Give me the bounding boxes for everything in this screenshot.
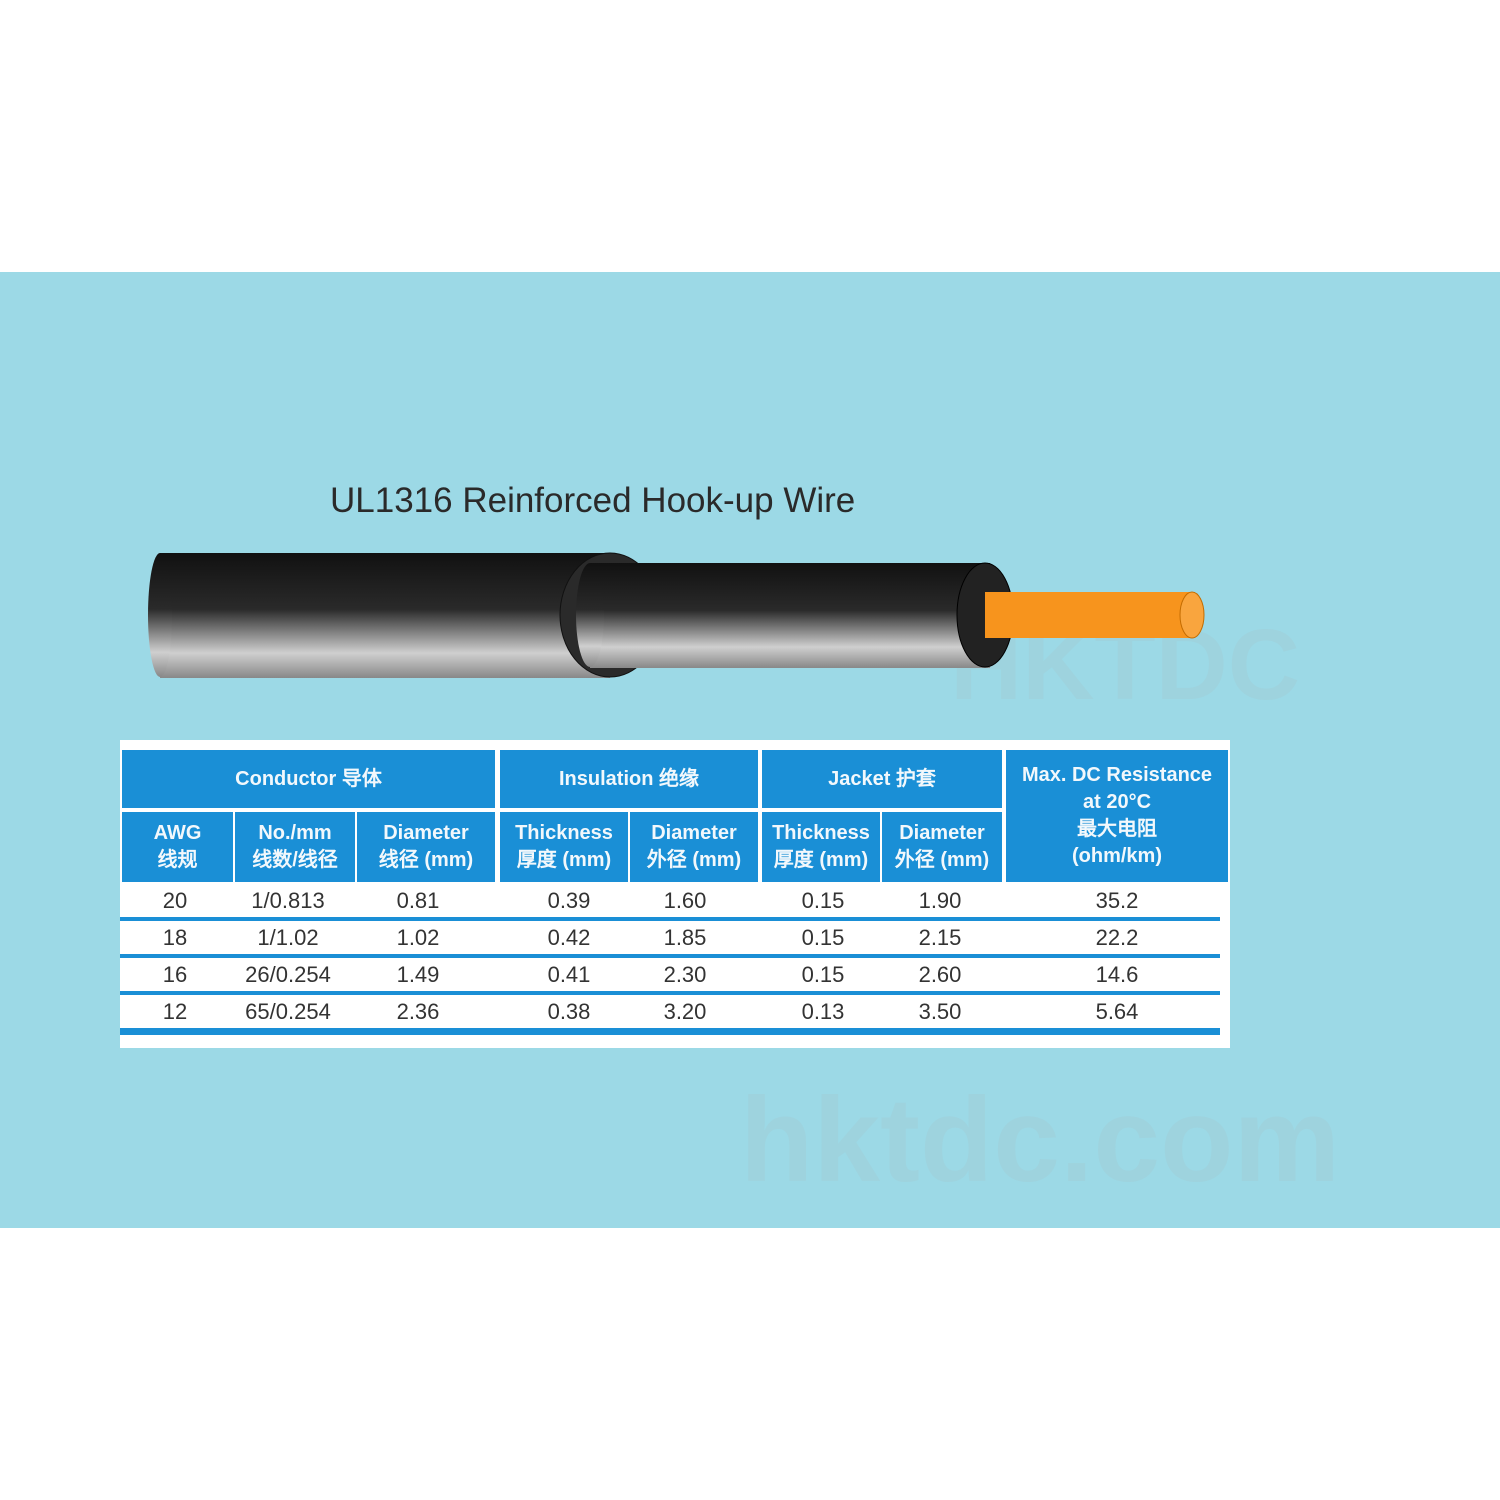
row-divider — [120, 1028, 1220, 1035]
table-cell: 0.15 — [801, 925, 845, 950]
col-header-line: 厚度 (mm) — [773, 849, 869, 871]
table-cell: 5.64 — [1095, 999, 1139, 1024]
table-cell: 18 — [162, 925, 188, 950]
col-header-line: 外径 (mm) — [646, 849, 742, 871]
conductor-core — [985, 591, 1205, 639]
table-cell: 0.38 — [547, 999, 591, 1024]
row-divider — [120, 954, 1220, 958]
col-header-line: Diameter — [383, 822, 469, 844]
col-header-line: Thickness — [772, 822, 870, 844]
col-header-strands: No./mm 线数/线径 — [235, 812, 355, 882]
col-header-line: No./mm — [258, 822, 332, 844]
col-header-line: Thickness — [515, 822, 613, 844]
col-header-line: 线径 (mm) — [378, 849, 474, 871]
col-header-line: 线规 — [157, 849, 198, 871]
table-cell: 0.13 — [801, 999, 845, 1024]
col-header-line: AWG — [153, 822, 202, 844]
table-cell: 26/0.254 — [245, 962, 331, 987]
insulation-layer — [576, 562, 1014, 668]
wire-illustration — [148, 552, 1205, 678]
group-resistance: Max. DC Resistance at 20°C 最大电阻 (ohm/km) — [1006, 750, 1228, 882]
resistance-temp: at 20°C — [1082, 791, 1152, 813]
table-cell: 16 — [162, 962, 188, 987]
table-cell: 0.15 — [801, 962, 845, 987]
table-cell: 3.50 — [918, 999, 962, 1024]
watermark-site: hktdc.com — [740, 1073, 1341, 1207]
table-cell: 2.60 — [918, 962, 962, 987]
col-header-line: Diameter — [899, 822, 985, 844]
col-header-jacket-diameter: Diameter 外径 (mm) — [882, 812, 1002, 882]
spec-table: Conductor 导体 Insulation 绝缘 Jacket 护套 Max… — [120, 740, 1230, 1048]
table-cell: 3.20 — [663, 999, 707, 1024]
group-insulation: Insulation 绝缘 — [500, 750, 758, 808]
table-cell: 2.15 — [918, 925, 962, 950]
table-cell: 0.39 — [547, 888, 591, 913]
col-header-insulation-thickness: Thickness 厚度 (mm) — [500, 812, 628, 882]
table-cell: 1.02 — [396, 925, 440, 950]
group-jacket: Jacket 护套 — [762, 750, 1002, 808]
table-cell: 0.15 — [801, 888, 845, 913]
table-cell: 2.36 — [396, 999, 440, 1024]
table-cell: 20 — [162, 888, 188, 913]
table-cell: 1.85 — [663, 925, 707, 950]
resistance-label-cn: 最大电阻 — [1077, 818, 1157, 840]
group-conductor: Conductor 导体 — [122, 750, 495, 808]
row-divider — [120, 917, 1220, 921]
col-header-line: 线数/线径 — [252, 849, 338, 871]
col-header-line: Diameter — [651, 822, 737, 844]
table-cell: 1.60 — [663, 888, 707, 913]
table-cell: 1/0.813 — [251, 888, 325, 913]
table-cell: 35.2 — [1095, 888, 1139, 913]
table-cell: 1.49 — [396, 962, 440, 987]
table-cell: 0.42 — [547, 925, 591, 950]
resistance-label: Max. DC Resistance — [1021, 764, 1213, 786]
col-header-line: 外径 (mm) — [894, 849, 990, 871]
col-header-insulation-diameter: Diameter 外径 (mm) — [630, 812, 758, 882]
table-cell: 0.81 — [396, 888, 440, 913]
col-header-conductor-diameter: Diameter 线径 (mm) — [357, 812, 495, 882]
col-header-line: 厚度 (mm) — [516, 849, 612, 871]
resistance-unit: (ohm/km) — [1072, 845, 1162, 867]
table-cell: 2.30 — [663, 962, 707, 987]
col-header-awg: AWG 线规 — [122, 812, 233, 882]
table-cell: 0.41 — [547, 962, 591, 987]
col-header-jacket-thickness: Thickness 厚度 (mm) — [762, 812, 880, 882]
table-cell: 1/1.02 — [257, 925, 319, 950]
table-cell: 12 — [162, 999, 188, 1024]
table-cell: 14.6 — [1095, 962, 1139, 987]
table-cell: 65/0.254 — [245, 999, 331, 1024]
table-cell: 1.90 — [918, 888, 962, 913]
row-divider — [120, 991, 1220, 995]
table-cell: 22.2 — [1095, 925, 1139, 950]
page-title: UL1316 Reinforced Hook-up Wire — [330, 481, 856, 520]
